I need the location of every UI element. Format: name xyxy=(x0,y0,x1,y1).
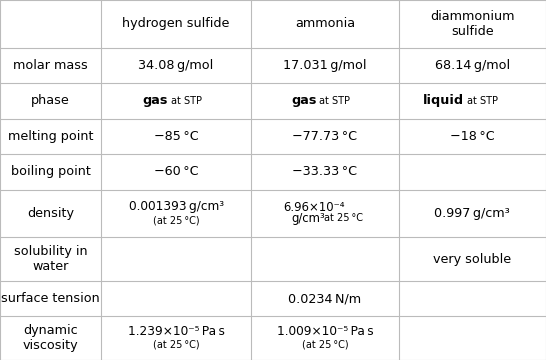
Text: melting point: melting point xyxy=(8,130,93,143)
Text: solubility in
water: solubility in water xyxy=(14,245,87,273)
Text: 0.997 g/cm³: 0.997 g/cm³ xyxy=(435,207,510,220)
Text: (at 25 °C): (at 25 °C) xyxy=(153,340,199,350)
Text: 34.08 g/mol: 34.08 g/mol xyxy=(139,59,213,72)
Text: 1.239×10⁻⁵ Pa s: 1.239×10⁻⁵ Pa s xyxy=(128,325,224,338)
Text: molar mass: molar mass xyxy=(13,59,88,72)
Text: liquid: liquid xyxy=(423,94,464,107)
Text: diammonium
sulfide: diammonium sulfide xyxy=(430,10,514,38)
Text: −85 °C: −85 °C xyxy=(154,130,198,143)
Text: very soluble: very soluble xyxy=(433,253,512,266)
Text: at STP: at STP xyxy=(467,96,498,106)
Text: 0.0234 N/m: 0.0234 N/m xyxy=(288,292,361,305)
Text: 1.009×10⁻⁵ Pa s: 1.009×10⁻⁵ Pa s xyxy=(277,325,373,338)
Text: 17.031 g/mol: 17.031 g/mol xyxy=(283,59,366,72)
Text: −60 °C: −60 °C xyxy=(154,166,198,179)
Text: boiling point: boiling point xyxy=(10,166,91,179)
Text: −33.33 °C: −33.33 °C xyxy=(292,166,358,179)
Text: g/cm³: g/cm³ xyxy=(292,212,325,225)
Text: phase: phase xyxy=(31,94,70,107)
Text: (at 25 °C): (at 25 °C) xyxy=(301,340,348,350)
Text: −77.73 °C: −77.73 °C xyxy=(292,130,358,143)
Text: 68.14 g/mol: 68.14 g/mol xyxy=(435,59,510,72)
Text: at 25 °C: at 25 °C xyxy=(324,213,364,223)
Text: −18 °C: −18 °C xyxy=(450,130,495,143)
Text: hydrogen sulfide: hydrogen sulfide xyxy=(122,17,230,30)
Text: 6.96×10⁻⁴: 6.96×10⁻⁴ xyxy=(283,201,345,214)
Text: surface tension: surface tension xyxy=(1,292,100,305)
Text: gas: gas xyxy=(143,94,168,107)
Text: ammonia: ammonia xyxy=(295,17,355,30)
Text: dynamic
viscosity: dynamic viscosity xyxy=(23,324,78,352)
Text: 0.001393 g/cm³: 0.001393 g/cm³ xyxy=(128,200,224,213)
Text: gas: gas xyxy=(292,94,317,107)
Text: at STP: at STP xyxy=(170,96,201,106)
Text: (at 25 °C): (at 25 °C) xyxy=(153,216,199,226)
Text: at STP: at STP xyxy=(319,96,351,106)
Text: density: density xyxy=(27,207,74,220)
